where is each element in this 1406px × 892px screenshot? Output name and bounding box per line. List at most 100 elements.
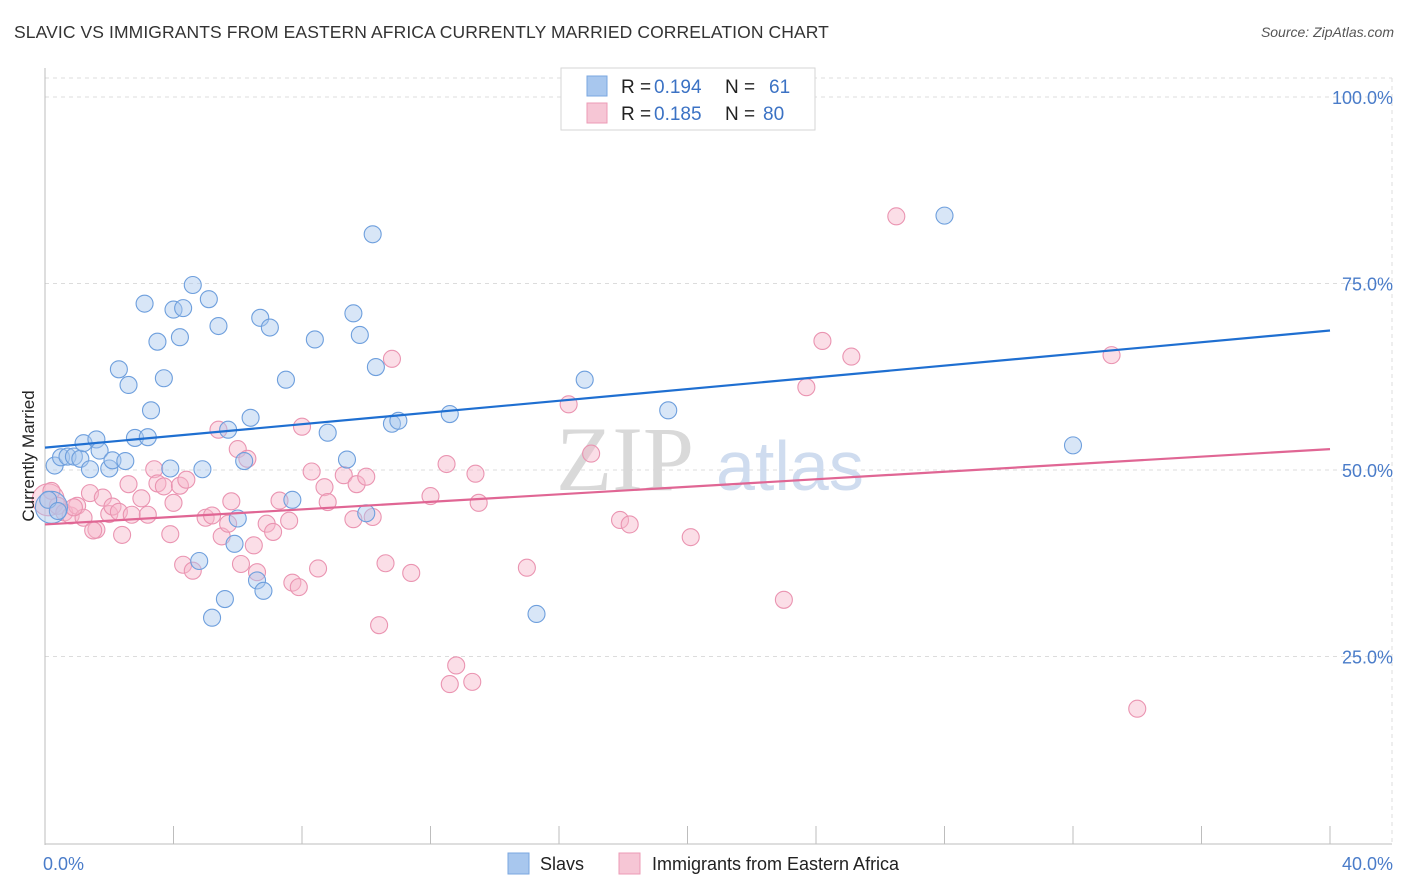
immigrants-point <box>280 511 299 530</box>
immigrants-point <box>357 467 376 486</box>
slavs-point <box>225 534 244 553</box>
slavs-point <box>241 408 260 427</box>
watermark: ZIP atlas <box>556 408 864 510</box>
slavs-point <box>357 504 376 523</box>
slavs-point <box>247 571 267 590</box>
immigrants-point <box>382 349 402 368</box>
immigrants-point <box>813 331 832 350</box>
immigrants-point <box>302 462 321 481</box>
x-tick-label: 40.0% <box>1342 854 1393 874</box>
y-tick-labels: 25.0% 50.0% 75.0% 100.0% <box>1332 88 1393 668</box>
slavs-point <box>215 590 234 609</box>
y-tick-label: 100.0% <box>1332 88 1393 108</box>
slavs-point <box>527 604 546 624</box>
slavs-point <box>575 370 594 389</box>
legend-r-value: 0.185 <box>654 104 702 125</box>
immigrants-point <box>421 487 440 506</box>
immigrants-point <box>292 417 312 436</box>
slavs-point <box>366 358 385 377</box>
immigrants-point <box>582 444 601 463</box>
chart-title: SLAVIC VS IMMIGRANTS FROM EASTERN AFRICA… <box>14 22 829 42</box>
watermark-zip: ZIP <box>556 408 694 510</box>
slavs-point <box>235 451 254 471</box>
slavs-point <box>48 501 67 521</box>
legend-r-label: R = <box>621 77 651 98</box>
slavs-point <box>116 451 135 471</box>
legend-n-value: 80 <box>763 104 784 125</box>
slavs-point <box>260 318 279 337</box>
slavs-point <box>350 325 369 345</box>
bottom-legend: Slavs Immigrants from Eastern Africa <box>507 852 900 875</box>
slavs-point <box>1063 436 1083 455</box>
immigrants-point <box>447 656 466 675</box>
immigrants-point <box>466 464 485 483</box>
slavs-point <box>283 490 302 509</box>
slavs-point <box>209 316 228 336</box>
legend-swatch-pink <box>586 102 608 124</box>
slavs-point <box>109 360 128 379</box>
immigrants-point <box>774 590 793 609</box>
slavs-point <box>103 451 122 470</box>
legend-n-value: 61 <box>769 77 790 98</box>
immigrants-point <box>1128 699 1147 718</box>
watermark-atlas: atlas <box>716 427 864 505</box>
slavs-point <box>276 370 295 389</box>
bottom-legend-label-slavs: Slavs <box>540 854 584 874</box>
slavs-point <box>148 332 167 351</box>
legend-r-value: 0.194 <box>654 77 702 98</box>
slavs-point <box>305 330 324 349</box>
immigrants-point <box>154 477 173 496</box>
trend-layer <box>44 329 1331 526</box>
immigrants-point <box>463 672 482 691</box>
slavs-point <box>254 581 273 600</box>
slavs-point <box>119 375 138 395</box>
slavs-point <box>164 300 183 319</box>
slavs-point <box>52 448 71 467</box>
immigrants-point <box>620 515 639 534</box>
bottom-legend-swatch-slavs <box>507 852 530 875</box>
immigrants-trend-line <box>44 448 1331 526</box>
slavs-point <box>170 328 189 347</box>
immigrants-point <box>318 493 337 512</box>
immigrants-point <box>183 561 202 580</box>
slavs-point <box>154 369 173 388</box>
points-layer <box>31 206 1147 718</box>
immigrants-point <box>517 558 536 577</box>
slavs-point <box>440 404 459 424</box>
immigrants-point <box>887 207 906 226</box>
slavs-point <box>344 304 363 323</box>
immigrants-point <box>219 514 238 533</box>
slavs-point <box>161 459 180 478</box>
immigrants-point <box>48 496 67 515</box>
slavs-point <box>318 423 337 442</box>
slavs-point <box>135 294 154 313</box>
immigrants-point <box>270 491 289 510</box>
immigrants-point <box>440 675 459 694</box>
slavs-point <box>183 275 202 295</box>
y-tick-label: 50.0% <box>1342 461 1393 481</box>
immigrants-point <box>437 454 456 474</box>
axes <box>44 68 1392 845</box>
slavs-point <box>337 450 357 469</box>
immigrants-point <box>145 460 164 479</box>
x-tick-label: 0.0% <box>43 854 84 874</box>
immigrants-point <box>119 475 138 494</box>
immigrants-point <box>231 554 251 574</box>
legend-r-label: R = <box>621 104 651 125</box>
bottom-legend-label-immigrants: Immigrants from Eastern Africa <box>652 854 900 874</box>
immigrants-point <box>334 466 353 485</box>
immigrants-point <box>469 493 488 512</box>
y-tick-label: 25.0% <box>1342 648 1393 668</box>
immigrants-point <box>161 525 180 544</box>
immigrants-point <box>138 505 157 524</box>
immigrants-point <box>370 616 389 635</box>
immigrants-point <box>238 449 257 468</box>
x-tick-labels: 0.0% 40.0% <box>43 854 1393 874</box>
legend-swatch-blue <box>586 75 608 97</box>
y-axis-label: Currently Married <box>19 390 38 521</box>
slavs-point <box>363 225 382 244</box>
source-label: Source: ZipAtlas.com <box>1260 24 1394 40</box>
immigrants-point <box>315 478 334 497</box>
immigrants-point <box>842 347 861 366</box>
slavs-point <box>935 206 954 225</box>
